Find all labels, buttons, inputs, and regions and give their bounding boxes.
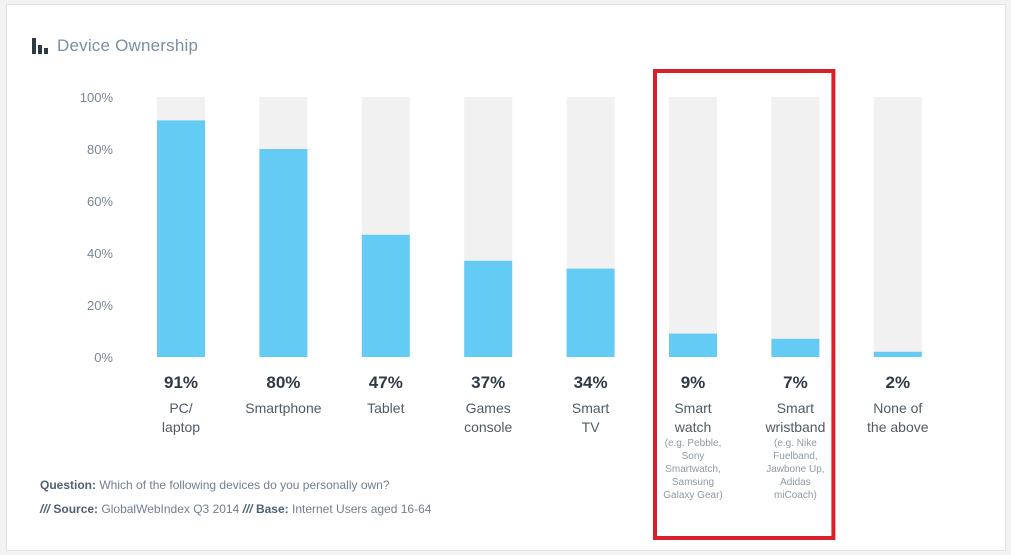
value-label: 7% bbox=[783, 373, 808, 392]
y-tick-label: 80% bbox=[87, 142, 113, 157]
bar-track bbox=[771, 97, 820, 357]
highlight-box bbox=[653, 69, 836, 540]
source-text: GlobalWebIndex Q3 2014 bbox=[101, 502, 240, 516]
source-slash: /// bbox=[40, 502, 51, 516]
y-tick-label: 0% bbox=[94, 350, 113, 365]
question-footnote: Question: Which of the following devices… bbox=[40, 478, 390, 492]
category-label: Smart watch bbox=[674, 400, 712, 435]
value-label: 37% bbox=[471, 373, 505, 392]
bar bbox=[873, 351, 922, 357]
chart-header: Device Ownership bbox=[32, 34, 198, 58]
base-label: Base: bbox=[255, 502, 289, 516]
value-label: 80% bbox=[266, 373, 300, 392]
y-tick-label: 60% bbox=[87, 194, 113, 209]
bar bbox=[566, 268, 615, 357]
category-label: PC/laptop bbox=[162, 400, 200, 435]
value-label: 47% bbox=[369, 373, 403, 392]
y-tick-label: 100% bbox=[80, 90, 114, 105]
bar bbox=[157, 120, 205, 358]
base-slash: /// bbox=[242, 502, 253, 516]
category-label: Smartphone bbox=[245, 400, 321, 416]
category-label: Smart wristband bbox=[764, 400, 825, 435]
category-label: None of the above bbox=[867, 400, 929, 435]
question-text: Which of the following devices do you pe… bbox=[99, 478, 390, 492]
bar bbox=[259, 149, 308, 357]
value-label: 2% bbox=[886, 373, 911, 392]
bar-track bbox=[873, 97, 922, 357]
question-label: Question: bbox=[40, 478, 96, 492]
category-sublabel: (e.g. Pebble, Sony Smartwatch, Samsung Galax… bbox=[663, 438, 722, 501]
category-label: Tablet bbox=[367, 400, 404, 416]
source-label: Source: bbox=[53, 502, 99, 516]
category-label: Games console bbox=[464, 400, 512, 435]
chart-title: Device Ownership bbox=[57, 36, 199, 55]
value-label: 91% bbox=[164, 373, 198, 392]
category-sublabel: (e.g. Nike Fuelband, Jawbone Up, Adidas miCo… bbox=[766, 438, 824, 501]
bar bbox=[464, 260, 513, 357]
base-text: Internet Users aged 16-64 bbox=[292, 502, 432, 516]
value-label: 34% bbox=[574, 373, 608, 392]
y-tick-label: 20% bbox=[87, 298, 113, 313]
category-label: Smart TV bbox=[572, 400, 609, 435]
bar bbox=[361, 234, 410, 357]
y-tick-label: 40% bbox=[87, 246, 113, 261]
bar bbox=[771, 338, 820, 357]
bar-track bbox=[669, 97, 717, 357]
source-footnote: /// Source: GlobalWebIndex Q3 2014 /// B… bbox=[40, 502, 431, 516]
bar-chart-icon bbox=[32, 38, 48, 54]
value-label: 9% bbox=[681, 373, 706, 392]
bar bbox=[669, 333, 717, 357]
